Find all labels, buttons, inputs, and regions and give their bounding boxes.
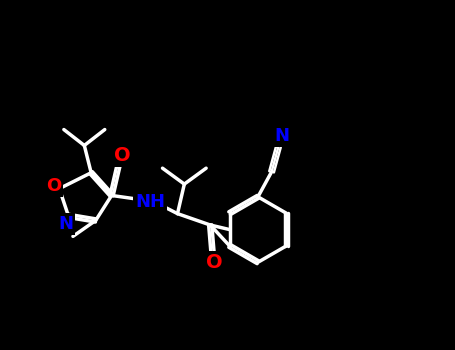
Text: N: N bbox=[59, 215, 74, 233]
Text: O: O bbox=[207, 253, 223, 272]
Text: O: O bbox=[114, 146, 131, 166]
Text: N: N bbox=[274, 127, 289, 145]
Text: O: O bbox=[46, 177, 61, 195]
Text: NH: NH bbox=[135, 193, 165, 211]
